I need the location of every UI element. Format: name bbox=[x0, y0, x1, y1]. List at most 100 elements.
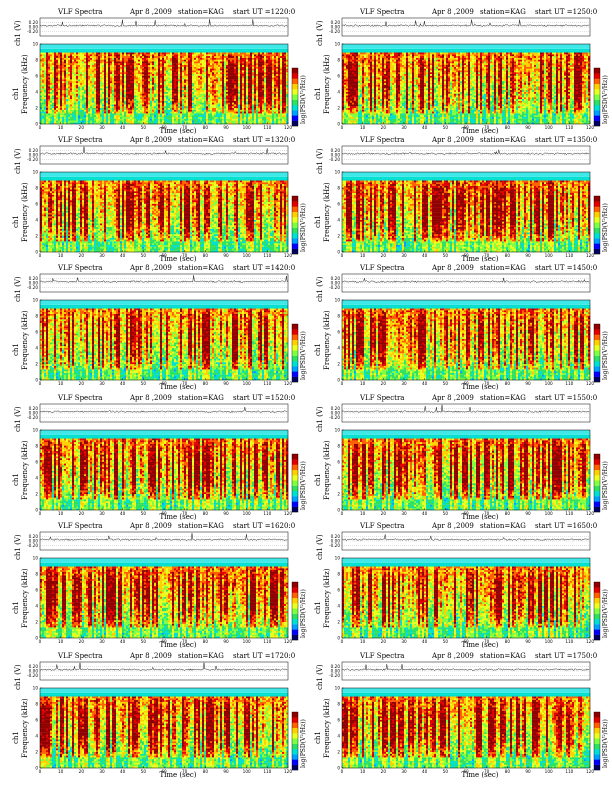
spectrogram-column bbox=[380, 563, 382, 638]
spectrogram-column bbox=[452, 49, 454, 124]
spectrogram-column bbox=[356, 563, 358, 638]
spectrogram-column bbox=[58, 435, 60, 510]
spectrogram-column bbox=[414, 305, 416, 380]
spectrogram-column bbox=[266, 177, 268, 252]
spectrogram-column bbox=[262, 177, 264, 252]
spectrogram-column bbox=[360, 435, 362, 510]
frequency-axis-label: Frequency (kHz) bbox=[21, 182, 29, 242]
spectrogram-column bbox=[386, 49, 388, 124]
y-tick-label: 2 bbox=[35, 234, 38, 239]
spectrogram-column bbox=[344, 563, 346, 638]
spectrogram-column bbox=[44, 435, 46, 510]
y-tick-label: 2 bbox=[337, 620, 340, 625]
spectrogram-column bbox=[72, 435, 74, 510]
spectrogram-column bbox=[244, 693, 246, 768]
spectrogram-column bbox=[580, 693, 582, 768]
spectrogram-column bbox=[194, 305, 196, 380]
spectrogram-column bbox=[374, 305, 376, 380]
spectrogram-column bbox=[494, 305, 496, 380]
spectrogram-column bbox=[58, 49, 60, 124]
spectrogram-column bbox=[280, 177, 282, 252]
spectrogram-panel: VLF Spectra Apr 8 ,2009 station=KAG start U… bbox=[310, 262, 610, 392]
spectrogram-column bbox=[450, 693, 452, 768]
spectrogram-column bbox=[68, 435, 70, 510]
spectrogram-column bbox=[258, 693, 260, 768]
spectrogram-column bbox=[184, 563, 186, 638]
spectrogram-column bbox=[124, 563, 126, 638]
spectrogram-column bbox=[576, 693, 578, 768]
spectrogram-column bbox=[184, 305, 186, 380]
spectrogram-column bbox=[464, 563, 466, 638]
spectrogram-column bbox=[46, 693, 48, 768]
spectrogram-column bbox=[258, 563, 260, 638]
spectrogram-column bbox=[534, 563, 536, 638]
colorbar-swatch bbox=[292, 582, 298, 587]
colorbar-swatch bbox=[594, 329, 600, 334]
spectrogram-column bbox=[390, 693, 392, 768]
spectrogram-column bbox=[256, 177, 258, 252]
spectrogram-column bbox=[180, 693, 182, 768]
spectrogram-column bbox=[400, 693, 402, 768]
spectrogram-column bbox=[144, 305, 146, 380]
spectrogram-column bbox=[528, 305, 530, 380]
spectrogram-column bbox=[582, 177, 584, 252]
waveform-strip: 0.200.00-0.20 bbox=[329, 146, 590, 164]
spectrogram-column bbox=[48, 435, 50, 510]
spectrogram-column bbox=[510, 49, 512, 124]
spectrogram-column bbox=[176, 49, 178, 124]
spectrogram-column bbox=[394, 305, 396, 380]
spectrogram-column bbox=[262, 693, 264, 768]
spectrogram-column bbox=[146, 305, 148, 380]
spectrogram-column bbox=[450, 177, 452, 252]
spectrogram-column bbox=[186, 435, 188, 510]
spectrogram-column bbox=[538, 49, 540, 124]
spectrogram-column bbox=[200, 305, 202, 380]
spectrogram-column bbox=[54, 305, 56, 380]
channel-label: ch1 bbox=[12, 601, 20, 614]
spectrogram-column bbox=[266, 693, 268, 768]
y-tick-label: 6 bbox=[35, 74, 38, 79]
spectrogram-column bbox=[144, 177, 146, 252]
spectrogram-column bbox=[106, 49, 108, 124]
spectrogram-column bbox=[512, 305, 514, 380]
spectrogram-column bbox=[72, 305, 74, 380]
spectrogram-column bbox=[402, 305, 404, 380]
spectrogram-column bbox=[546, 435, 548, 510]
spectrogram-column bbox=[64, 305, 66, 380]
spectrogram-column bbox=[148, 305, 150, 380]
colorbar-swatch bbox=[292, 356, 298, 361]
spectrogram-column bbox=[52, 305, 54, 380]
spectrogram-column bbox=[138, 49, 140, 124]
spectrogram-column bbox=[398, 563, 400, 638]
spectrogram-column bbox=[560, 305, 562, 380]
spectrogram-column bbox=[216, 563, 218, 638]
spectrogram-column bbox=[482, 49, 484, 124]
spectrogram-column bbox=[364, 49, 366, 124]
spectrogram-column bbox=[224, 563, 226, 638]
spectrogram-column bbox=[194, 49, 196, 124]
frequency-axis-label: Frequency (kHz) bbox=[323, 54, 331, 114]
spectrogram-column bbox=[546, 177, 548, 252]
spectrogram-column bbox=[186, 563, 188, 638]
colorbar-swatch bbox=[292, 115, 298, 120]
x-tick-label: 0 bbox=[39, 253, 42, 258]
spectrogram-column bbox=[200, 435, 202, 510]
spectrogram-column bbox=[222, 435, 224, 510]
frequency-axis-label: Frequency (kHz) bbox=[323, 698, 331, 758]
spectrogram-column bbox=[380, 305, 382, 380]
colorbar-swatch bbox=[594, 212, 600, 217]
spectrogram-column bbox=[562, 563, 564, 638]
spectrogram-column bbox=[130, 49, 132, 124]
y-tick-label: 4 bbox=[35, 734, 38, 739]
spectrogram-column bbox=[156, 435, 158, 510]
spectrogram-column bbox=[210, 435, 212, 510]
spectrogram-column bbox=[558, 49, 560, 124]
spectrogram-column bbox=[242, 563, 244, 638]
channel-label: ch1 bbox=[314, 215, 322, 228]
spectrogram-column bbox=[502, 177, 504, 252]
spectrogram-column bbox=[436, 49, 438, 124]
spectrogram-column bbox=[52, 563, 54, 638]
spectrogram-column bbox=[458, 305, 460, 380]
colorbar-swatch bbox=[292, 350, 298, 355]
spectrogram-column bbox=[388, 693, 390, 768]
